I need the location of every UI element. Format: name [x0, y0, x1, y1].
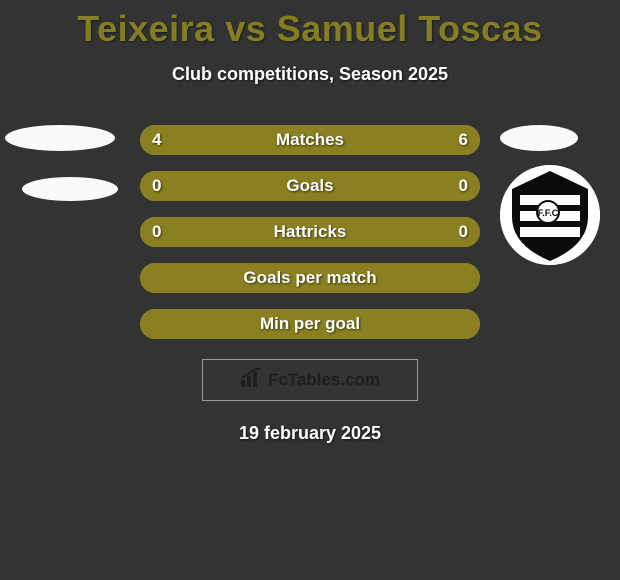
- stat-row-matches: 4 6 Matches: [0, 125, 620, 155]
- watermark: FcTables.com: [202, 359, 418, 401]
- stat-right-value: 0: [459, 171, 468, 201]
- bar-fill-right: [276, 125, 480, 155]
- stat-row-hattricks: 0 0 Hattricks: [0, 217, 620, 247]
- stat-left-value: 0: [152, 171, 161, 201]
- stat-row-min-per-goal: Min per goal: [0, 309, 620, 339]
- stat-left-value: 0: [152, 217, 161, 247]
- comparison-rows: F.F.C 4 6 Matches 0 0 Goals 0 0 Hattr: [0, 125, 620, 339]
- bar-fill-full: [140, 171, 480, 201]
- comparison-date: 19 february 2025: [0, 423, 620, 444]
- bar-fill-full: [140, 217, 480, 247]
- stat-row-goals: 0 0 Goals: [0, 171, 620, 201]
- chart-icon: [240, 368, 262, 393]
- stat-right-value: 6: [459, 125, 468, 155]
- comparison-title: Teixeira vs Samuel Toscas: [0, 0, 620, 50]
- bar-fill-full: [140, 309, 480, 339]
- stat-row-goals-per-match: Goals per match: [0, 263, 620, 293]
- stat-left-value: 4: [152, 125, 161, 155]
- comparison-subtitle: Club competitions, Season 2025: [0, 64, 620, 85]
- watermark-text: FcTables.com: [268, 370, 380, 390]
- bar-fill-full: [140, 263, 480, 293]
- stat-right-value: 0: [459, 217, 468, 247]
